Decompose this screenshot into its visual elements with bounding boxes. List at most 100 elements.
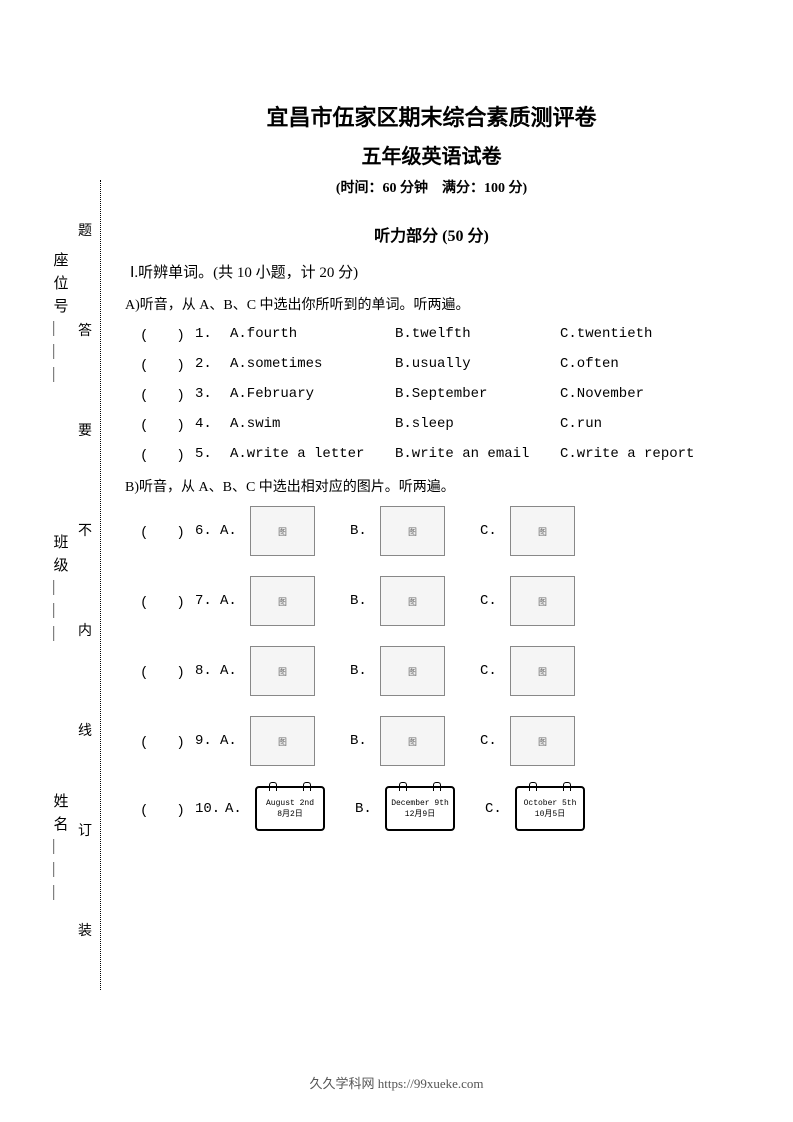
binding-warning-labels: 装 订 线 内 不 要 答 题 [78,180,92,980]
question-number: 9. [195,733,220,749]
option-label-a: A. [220,663,250,679]
option-label-a: A. [220,523,250,539]
option-b: B.sleep [395,416,560,432]
answer-bracket[interactable]: ( ) [140,799,195,819]
option-image-c: 图 [510,646,575,696]
question-row: ( ) 4. A.swim B.sleep C.run [130,414,733,434]
sub-instruction-a: A)听音，从 A、B、C 中选出你所听到的单词。听两遍。 [125,294,733,314]
page-footer: 久久学科网 https://99xueke.com [0,1073,793,1092]
margin-label-name: 姓名＿＿＿ [50,793,71,908]
question-number: 3. [195,386,230,402]
question-row: ( ) 2. A.sometimes B.usually C.often [130,354,733,374]
sub-instruction-b: B)听音，从 A、B、C 中选出相对应的图片。听两遍。 [125,476,733,496]
inner-char: 装 [78,920,92,940]
option-c: C.run [560,416,733,432]
option-b: B.September [395,386,560,402]
inner-char: 不 [78,520,92,540]
image-question-row: ( ) 8. A. 图 B. 图 C. 图 [130,646,733,696]
instruction-1: Ⅰ.听辨单词。(共 10 小题，计 20 分) [130,261,733,282]
image-question-row: ( ) 10. A. August 2nd 8月2日 B. December 9… [130,786,733,831]
option-c: C.twentieth [560,326,733,342]
option-image-b: 图 [380,716,445,766]
exam-time-score: (时间：60 分钟 满分：100 分) [130,177,733,197]
option-image-a: 图 [250,576,315,626]
question-number: 5. [195,446,230,462]
answer-bracket[interactable]: ( ) [140,661,195,681]
option-c: C.often [560,356,733,372]
image-question-row: ( ) 6. A. 图 B. 图 C. 图 [130,506,733,556]
inner-char: 题 [78,220,92,240]
option-image-a: 图 [250,716,315,766]
option-label-a: A. [220,593,250,609]
option-b: B.write an email [395,446,560,462]
question-number: 2. [195,356,230,372]
image-question-row: ( ) 9. A. 图 B. 图 C. 图 [130,716,733,766]
option-image-c: 图 [510,716,575,766]
option-label-b: B. [355,801,385,817]
calendar-date-en: October 5th [524,799,577,808]
option-image-c: 图 [510,576,575,626]
inner-char: 线 [78,720,92,740]
option-c: C.November [560,386,733,402]
option-label-c: C. [480,523,510,539]
binding-dotted-line [100,180,101,990]
inner-char: 内 [78,620,92,640]
exam-title-main: 宜昌市伍家区期末综合素质测评卷 [130,100,733,132]
option-image-b: 图 [380,506,445,556]
image-question-row: ( ) 7. A. 图 B. 图 C. 图 [130,576,733,626]
margin-label-seat: 座位号＿＿＿ [50,252,71,390]
answer-bracket[interactable]: ( ) [140,731,195,751]
inner-char: 订 [78,820,92,840]
option-image-b: 图 [380,576,445,626]
calendar-date-en: August 2nd [266,799,314,808]
calendar-option-c: October 5th 10月5日 [515,786,585,831]
option-label-a: A. [220,733,250,749]
exam-page: 姓名＿＿＿ 班级＿＿＿ 座位号＿＿＿ 装 订 线 内 不 要 答 题 宜昌市伍家… [0,0,793,891]
option-image-a: 图 [250,506,315,556]
option-label-b: B. [350,663,380,679]
question-number: 10. [195,801,225,817]
answer-bracket[interactable]: ( ) [140,444,195,464]
option-image-a: 图 [250,646,315,696]
listening-section-header: 听力部分 (50 分) [130,222,733,246]
option-label-a: A. [225,801,255,817]
inner-char: 答 [78,320,92,340]
answer-bracket[interactable]: ( ) [140,384,195,404]
option-c: C.write a report [560,446,733,462]
question-row: ( ) 1. A.fourth B.twelfth C.twentieth [130,324,733,344]
option-label-c: C. [480,733,510,749]
question-number: 1. [195,326,230,342]
answer-bracket[interactable]: ( ) [140,324,195,344]
question-number: 4. [195,416,230,432]
exam-title-sub: 五年级英语试卷 [130,140,733,169]
option-image-c: 图 [510,506,575,556]
option-label-b: B. [350,733,380,749]
answer-bracket[interactable]: ( ) [140,354,195,374]
option-image-b: 图 [380,646,445,696]
option-a: A.February [230,386,395,402]
calendar-date-cn: 12月9日 [405,808,435,819]
margin-label-class: 班级＿＿＿ [50,534,71,649]
question-number: 6. [195,523,220,539]
calendar-option-b: December 9th 12月9日 [385,786,455,831]
calendar-date-cn: 10月5日 [535,808,565,819]
calendar-date-cn: 8月2日 [277,808,303,819]
inner-char: 要 [78,420,92,440]
question-number: 8. [195,663,220,679]
question-row: ( ) 5. A.write a letter B.write an email… [130,444,733,464]
option-a: A.sometimes [230,356,395,372]
calendar-option-a: August 2nd 8月2日 [255,786,325,831]
answer-bracket[interactable]: ( ) [140,414,195,434]
calendar-date-en: December 9th [391,799,449,808]
option-a: A.swim [230,416,395,432]
option-label-b: B. [350,523,380,539]
answer-bracket[interactable]: ( ) [140,521,195,541]
option-label-c: C. [480,663,510,679]
option-label-c: C. [485,801,515,817]
option-label-b: B. [350,593,380,609]
option-label-c: C. [480,593,510,609]
question-row: ( ) 3. A.February B.September C.November [130,384,733,404]
answer-bracket[interactable]: ( ) [140,591,195,611]
option-a: A.fourth [230,326,395,342]
question-number: 7. [195,593,220,609]
